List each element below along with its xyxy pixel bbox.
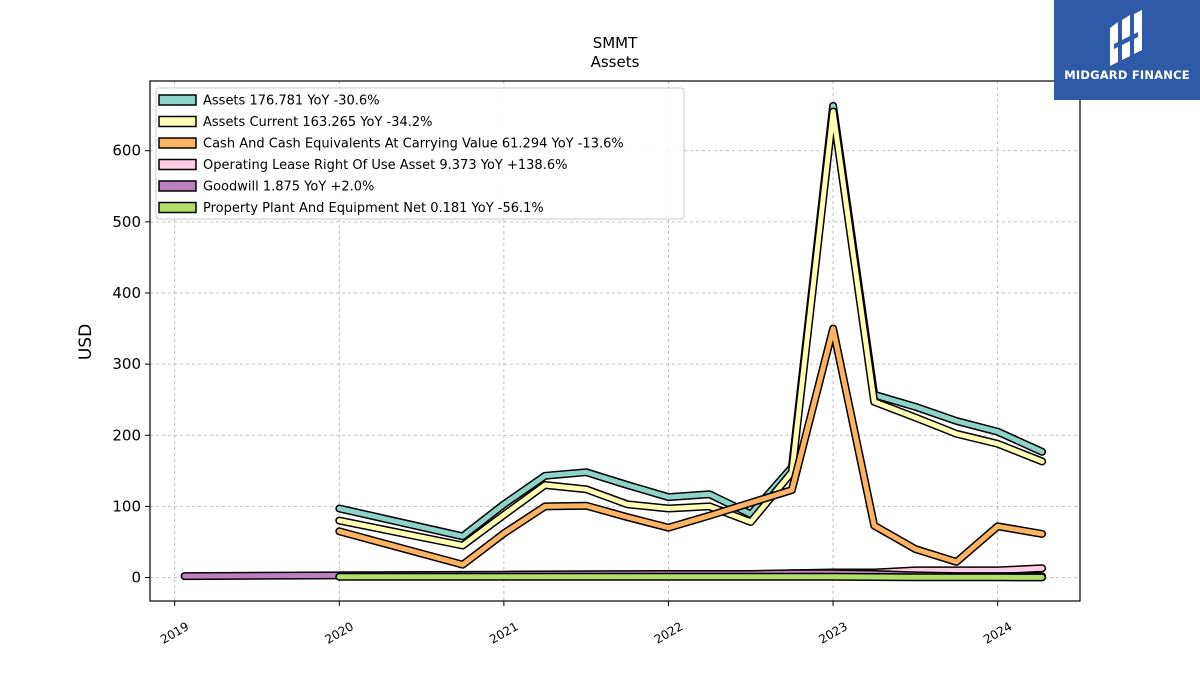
x-tick-label: 2021 bbox=[487, 619, 520, 646]
series-line bbox=[336, 574, 1045, 580]
legend-label: Assets 176.781 YoY -30.6% bbox=[203, 94, 380, 109]
x-tick-label: 2022 bbox=[652, 619, 685, 646]
series-property-plant-and-equipment-net bbox=[335, 572, 1047, 582]
plot-frame bbox=[149, 80, 1081, 602]
y-tick-label: 200 bbox=[112, 426, 141, 444]
series-layer bbox=[180, 101, 1047, 582]
series-assets bbox=[335, 101, 1047, 541]
legend-swatch bbox=[158, 94, 197, 106]
y-tick-label: 100 bbox=[112, 497, 141, 515]
y-axis: 0 100 200 300 400 500 600 bbox=[112, 142, 150, 587]
x-tick-label: 2019 bbox=[158, 619, 191, 646]
legend-swatch bbox=[158, 180, 197, 192]
chart-subtitle: Assets bbox=[591, 53, 640, 71]
legend-box bbox=[155, 87, 685, 220]
legend-swatch bbox=[158, 201, 197, 214]
series-assets-current bbox=[335, 107, 1047, 550]
x-axis: 2019 2020 2021 2022 2023 2024 bbox=[158, 601, 1014, 647]
midgard-logo-icon bbox=[1110, 10, 1142, 66]
x-tick-label: 2024 bbox=[981, 619, 1014, 646]
legend-swatch bbox=[158, 115, 197, 128]
chart-title: SMMT bbox=[593, 34, 638, 52]
x-tick-label: 2023 bbox=[816, 619, 849, 646]
series-line bbox=[336, 326, 1045, 568]
y-tick-label: 600 bbox=[112, 142, 141, 160]
legend-swatch bbox=[158, 137, 197, 149]
legend-label: Goodwill 1.875 YoY +2.0% bbox=[203, 180, 374, 195]
y-tick-label: 300 bbox=[112, 355, 141, 373]
series-line bbox=[336, 109, 1045, 548]
legend-label: Assets Current 163.265 YoY -34.2% bbox=[203, 115, 433, 130]
legend: Assets 176.781 YoY -30.6% Assets Current … bbox=[155, 87, 685, 220]
legend-label: Operating Lease Right Of Use Asset 9.373… bbox=[203, 158, 567, 173]
brand-name: MIDGARD FINANCE bbox=[1064, 68, 1190, 82]
legend-label: Cash And Cash Equivalents At Carrying Va… bbox=[203, 137, 624, 152]
series-line bbox=[336, 103, 1045, 539]
y-axis-label: USD bbox=[76, 324, 96, 360]
grid-lines bbox=[150, 81, 1080, 601]
y-tick-label: 400 bbox=[112, 284, 141, 302]
legend-label: Property Plant And Equipment Net 0.181 Y… bbox=[203, 201, 544, 216]
y-tick-label: 0 bbox=[131, 569, 141, 587]
brand-logo: MIDGARD FINANCE bbox=[1054, 0, 1200, 100]
y-tick-label: 500 bbox=[112, 213, 141, 231]
legend-swatch bbox=[158, 158, 197, 171]
series-cash-and-cash-equivalents-at-carrying-value bbox=[335, 324, 1047, 569]
x-tick-label: 2020 bbox=[323, 619, 356, 646]
